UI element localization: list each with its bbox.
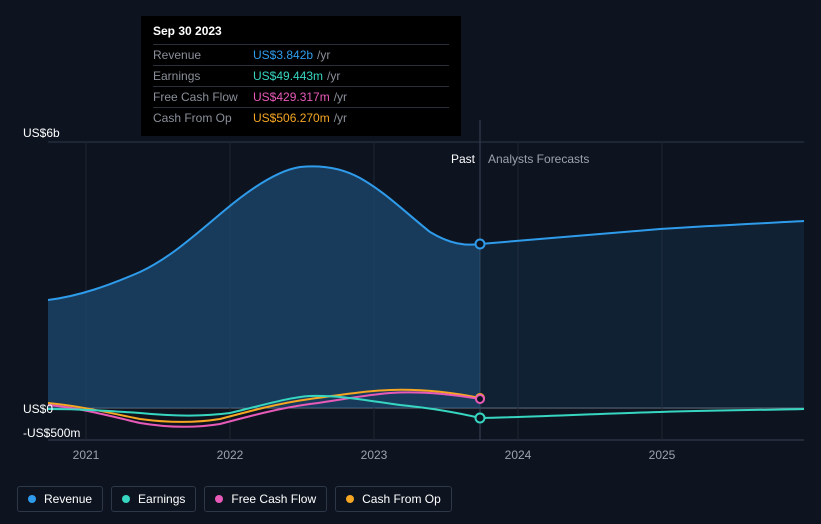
legend-item-cfo[interactable]: Cash From Op (335, 486, 452, 512)
y-tick-label: US$0 (23, 402, 53, 416)
tooltip-row-fcf: Free Cash Flow US$429.317m /yr (153, 86, 449, 107)
tooltip-row-cfo: Cash From Op US$506.270m /yr (153, 107, 449, 128)
legend-item-fcf[interactable]: Free Cash Flow (204, 486, 327, 512)
tooltip-unit: /yr (334, 90, 347, 104)
revenue-marker (476, 240, 485, 249)
x-tick-label: 2021 (73, 448, 100, 462)
legend-item-revenue[interactable]: Revenue (17, 486, 103, 512)
legend-item-earnings[interactable]: Earnings (111, 486, 196, 512)
tooltip-label: Cash From Op (153, 111, 253, 125)
legend-dot (122, 495, 130, 503)
y-tick-label: -US$500m (23, 426, 80, 440)
tooltip-date: Sep 30 2023 (153, 24, 449, 44)
chart-legend: Revenue Earnings Free Cash Flow Cash Fro… (17, 486, 452, 512)
tooltip-unit: /yr (327, 69, 340, 83)
tooltip-row-earnings: Earnings US$49.443m /yr (153, 65, 449, 86)
tooltip-value: US$506.270m (253, 111, 330, 125)
legend-label: Free Cash Flow (231, 492, 316, 506)
legend-label: Earnings (138, 492, 185, 506)
tooltip-unit: /yr (317, 48, 330, 62)
tooltip-label: Revenue (153, 48, 253, 62)
tooltip-row-revenue: Revenue US$3.842b /yr (153, 44, 449, 65)
x-tick-label: 2022 (217, 448, 244, 462)
x-tick-label: 2023 (361, 448, 388, 462)
legend-dot (346, 495, 354, 503)
past-label: Past (451, 152, 475, 166)
tooltip-label: Free Cash Flow (153, 90, 253, 104)
revenue-area-past (48, 166, 480, 408)
chart-tooltip: Sep 30 2023 Revenue US$3.842b /yr Earnin… (141, 16, 461, 136)
x-tick-label: 2024 (505, 448, 532, 462)
legend-label: Cash From Op (362, 492, 441, 506)
y-tick-label: US$6b (23, 126, 60, 140)
legend-dot (215, 495, 223, 503)
financial-chart: US$6b US$0 -US$500m 2021 2022 2023 2024 … (0, 0, 821, 524)
fcf-marker (476, 395, 484, 403)
tooltip-value: US$49.443m (253, 69, 323, 83)
legend-label: Revenue (44, 492, 92, 506)
tooltip-label: Earnings (153, 69, 253, 83)
earnings-marker (476, 414, 485, 423)
tooltip-value: US$429.317m (253, 90, 330, 104)
forecast-label: Analysts Forecasts (488, 152, 589, 166)
tooltip-unit: /yr (334, 111, 347, 125)
tooltip-value: US$3.842b (253, 48, 313, 62)
x-tick-label: 2025 (649, 448, 676, 462)
legend-dot (28, 495, 36, 503)
